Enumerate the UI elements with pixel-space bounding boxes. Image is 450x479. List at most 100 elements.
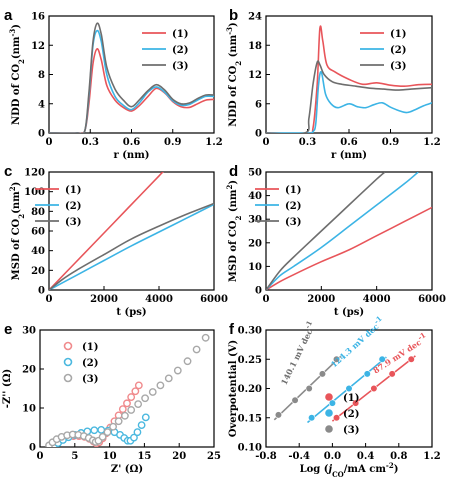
data-point — [134, 400, 143, 408]
data-point — [173, 366, 182, 375]
panel-e: e 0 5 10 15 20 25 0 10 20 30 Z' (Ω) -Z'' (Ω) (1) (2) (3… — [2, 321, 221, 475]
data-point — [201, 333, 210, 342]
x-tick-label: 0.4 — [357, 451, 374, 462]
data-point — [352, 399, 360, 407]
series-line-3 — [49, 22, 214, 133]
data-point — [192, 345, 201, 354]
text-part: (nm — [11, 36, 22, 59]
y-axis-title: NDD of CO2(nm-3) — [8, 24, 26, 125]
text-part: Log ( — [300, 464, 329, 475]
x-tick-label: 0.9 — [164, 137, 181, 148]
panel-letter-b: b — [229, 7, 238, 24]
x-axis-title: r (nm) — [113, 150, 149, 161]
x-tick-label: 4000 — [145, 294, 173, 305]
legend-label: (2) — [285, 201, 301, 212]
x-tick-label: 20 — [172, 451, 186, 462]
x-tick-label: -0.4 — [288, 451, 310, 462]
legend-label: (3) — [172, 61, 188, 72]
series-line-2 — [266, 70, 432, 133]
data-point — [114, 417, 123, 426]
text-part: 2 — [17, 214, 26, 219]
data-point — [156, 381, 165, 390]
text-part: (nm — [11, 191, 22, 214]
text-part: 2 — [225, 185, 234, 190]
text-part: 124.3 mV dec — [329, 321, 381, 369]
y-tick-label: 100 — [24, 187, 45, 198]
legend-label: (2) — [65, 201, 81, 212]
text-part: -1 — [416, 330, 428, 342]
series-line-1 — [49, 48, 214, 133]
data-point — [98, 432, 107, 441]
y-tick-label: 20 — [22, 365, 36, 376]
data-point — [127, 406, 136, 414]
y-tick-label: 0 — [29, 443, 36, 454]
data-point — [118, 405, 127, 414]
series-line-3 — [266, 172, 386, 290]
text-part: -3 — [225, 27, 234, 35]
data-point — [121, 411, 129, 420]
data-point — [378, 355, 386, 363]
text-part: -1 — [302, 319, 314, 330]
y-tick-label: 60 — [31, 227, 45, 238]
text-part: (nm — [228, 189, 239, 215]
text-part: 2 — [17, 59, 26, 64]
legend-label: (3) — [390, 61, 406, 72]
plot-frame — [265, 15, 433, 134]
x-tick-label: 2000 — [90, 294, 118, 305]
text-part: 140.1 mV dec — [279, 327, 315, 386]
legend-label: (3) — [65, 217, 81, 228]
y-tick-label: 80 — [31, 207, 45, 218]
x-tick-label: 0 — [46, 294, 53, 305]
y-tick-label: 12 — [31, 41, 45, 52]
y-tick-label: 10 — [22, 404, 36, 415]
data-point — [370, 384, 378, 393]
text-part: NDD of CO — [228, 65, 239, 126]
series-line-3 — [266, 60, 432, 133]
y-tick-label: 8 — [38, 70, 45, 81]
legend-label: (2) — [343, 409, 359, 420]
legend-label: (1) — [285, 185, 301, 196]
y-tick-label: 0.25 — [238, 355, 262, 366]
text-part: -3 — [8, 29, 17, 37]
text-part: 2 — [234, 61, 243, 66]
legend-label: (3) — [285, 217, 301, 228]
y-tick-label: 0 — [38, 286, 45, 297]
text-part: 2 — [234, 215, 243, 220]
legend-swatch — [325, 425, 333, 433]
text-part: -1 — [372, 313, 384, 325]
data-point — [164, 374, 173, 383]
data-point — [141, 413, 150, 422]
legend-label: (1) — [82, 342, 98, 353]
x-axis-title: Z' (Ω) — [111, 464, 143, 475]
x-tick-label: 25 — [207, 451, 221, 462]
y-tick-label: 10 — [248, 262, 262, 273]
text-part: ) — [11, 182, 22, 187]
y-tick-label: 16 — [31, 12, 45, 23]
plot-area — [273, 355, 416, 424]
slope-annotation: 124.3 mV dec-1 — [326, 313, 386, 369]
text-part: /mA cm — [344, 464, 387, 475]
panel-d: d020004000600001020304050t (ps)MSD of CO… — [225, 163, 446, 318]
legend-label: (3) — [82, 374, 98, 385]
data-point — [328, 399, 337, 407]
y-tick-label: 0.20 — [238, 384, 262, 395]
legend-label: (1) — [343, 393, 359, 404]
x-tick-label: 0 — [37, 451, 44, 462]
data-point — [141, 394, 149, 403]
y-tick-label: 40 — [31, 246, 45, 257]
y-tick-label: 0.15 — [238, 413, 262, 424]
text-part: CO — [332, 470, 344, 479]
x-tick-label: -0.8 — [255, 451, 277, 462]
y-tick-label: 24 — [248, 12, 262, 23]
x-tick-label: 5 — [71, 451, 78, 462]
data-point — [103, 428, 112, 437]
x-tick-label: 0.8 — [390, 451, 407, 462]
text-part: ) — [394, 464, 399, 475]
x-tick-label: 0.3 — [82, 137, 99, 148]
legend-label: (1) — [65, 185, 81, 196]
data-point — [148, 388, 157, 396]
legend-label: (2) — [172, 45, 188, 56]
x-tick-label: 0 — [263, 294, 270, 305]
x-tick-label: 6000 — [418, 294, 446, 305]
y-tick-label: 40 — [248, 191, 262, 202]
